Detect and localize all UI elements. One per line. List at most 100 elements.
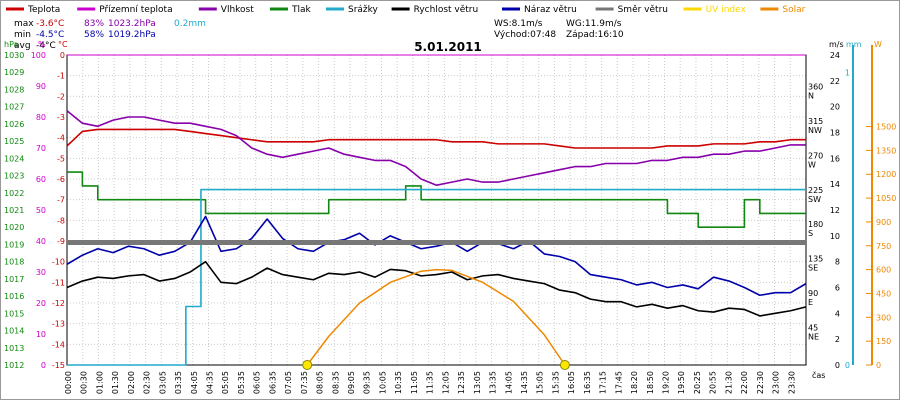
time-tick: 14:05	[504, 371, 513, 394]
direction-deg-tick: 90	[808, 289, 818, 298]
time-tick: 20:25	[693, 371, 702, 394]
hpa-tick: 1014	[4, 327, 24, 336]
w-tick: 1500	[876, 123, 896, 132]
series-solar	[306, 268, 566, 366]
time-tick: 11:35	[426, 371, 435, 394]
series-vlhkost	[66, 110, 806, 186]
time-tick: 20:55	[709, 371, 718, 394]
stat-min-temp: -4.5°C	[36, 30, 64, 40]
w-tick: 450	[876, 289, 891, 298]
ms-tick: 18	[830, 129, 840, 138]
direction-deg-tick: 135	[808, 255, 823, 264]
hpa-tick: 1023	[4, 172, 24, 181]
mm-tick: 0	[845, 361, 850, 370]
left-axes: hPa% °C1030102910281027102610251024102310…	[4, 40, 68, 370]
time-tick: 03:05	[158, 371, 167, 394]
hpa-unit: hPa	[4, 40, 19, 49]
right-axes: 360N315NW270W225SW180S135SE90E45NEm/s242…	[808, 40, 896, 370]
hpa-tick: 1021	[4, 206, 24, 215]
celsius-tick: -14	[52, 340, 65, 349]
pct-tick: 10	[36, 330, 46, 339]
stat-max-rain: 0.2mm	[174, 19, 206, 29]
pct-tick: 60	[36, 175, 46, 184]
direction-name-tick: NW	[808, 126, 822, 135]
time-tick: 09:05	[347, 371, 356, 394]
direction-deg-tick: 360	[808, 82, 823, 91]
celsius-tick: -15	[52, 361, 65, 370]
legend-label: Tlak	[291, 5, 312, 15]
time-tick: 18:50	[646, 371, 655, 394]
celsius-tick: -13	[52, 320, 65, 329]
direction-name-tick: SE	[808, 264, 818, 273]
wind-gust-info: WG:11.9m/s	[566, 19, 622, 29]
direction-deg-tick: 315	[808, 117, 823, 126]
w-tick: 300	[876, 313, 891, 322]
time-tick: 00:30	[80, 371, 89, 394]
stat-max-temp: -3.6°C	[36, 19, 64, 29]
time-tick: 09:35	[363, 371, 372, 394]
pct-tick: 0	[41, 361, 46, 370]
mm-unit: mm	[846, 40, 862, 49]
celsius-tick: -2	[57, 92, 65, 101]
w-unit: W	[874, 40, 882, 49]
time-tick: 19:50	[677, 371, 686, 394]
mm-tick: 1	[845, 69, 850, 78]
celsius-tick: -7	[57, 196, 65, 205]
direction-deg-tick: 270	[808, 151, 823, 160]
time-tick: 01:30	[111, 371, 120, 394]
pct-tick: 70	[36, 144, 46, 153]
celsius-tick: 0	[60, 51, 65, 60]
time-tick: 23:00	[772, 371, 781, 394]
legend: Teplota Přízemní teplota Vlhkost Tlak Srážky…	[6, 5, 806, 15]
stat-min-label: min	[14, 30, 31, 40]
direction-name-tick: N	[808, 91, 814, 100]
celsius-tick: -10	[52, 258, 65, 267]
w-tick: 150	[876, 337, 891, 346]
time-tick: 13:35	[489, 371, 498, 394]
ms-tick: 22	[830, 77, 840, 86]
legend-label: Přízemní teplota	[99, 5, 172, 15]
series-srážky	[67, 188, 806, 366]
pct-tick: 90	[36, 82, 46, 91]
legend-label: Náraz větru	[524, 5, 577, 15]
time-tick: 22:30	[756, 371, 765, 394]
legend-label: UV index	[706, 5, 747, 15]
time-tick: 12:35	[457, 371, 466, 394]
time-tick: 03:35	[174, 371, 183, 394]
celsius-tick: -11	[52, 278, 65, 287]
hpa-tick: 1030	[4, 51, 24, 60]
ms-tick: 10	[830, 232, 840, 241]
ms-tick: 6	[835, 284, 840, 293]
ms-tick: 24	[830, 51, 840, 60]
ms-tick: 2	[835, 335, 840, 344]
hpa-tick: 1026	[4, 120, 24, 129]
time-tick: 12:05	[441, 371, 450, 394]
hpa-tick: 1020	[4, 223, 24, 232]
sunset-info: Západ:16:10	[566, 30, 624, 40]
time-tick: 22:00	[740, 371, 749, 394]
series-group	[66, 110, 807, 370]
w-tick: 1350	[876, 146, 896, 155]
stat-min-press: 1019.2hPa	[108, 30, 156, 40]
time-tick: 06:35	[268, 371, 277, 394]
legend-label: Solar	[782, 5, 805, 15]
hpa-tick: 1025	[4, 137, 24, 146]
hpa-tick: 1028	[4, 85, 24, 94]
direction-name-tick: S	[808, 229, 813, 238]
direction-name-tick: W	[808, 160, 816, 169]
w-tick: 1050	[876, 194, 896, 203]
stat-avg-temp: -4°C	[36, 41, 56, 51]
hpa-tick: 1022	[4, 189, 24, 198]
time-tick: 08:05	[316, 371, 325, 394]
time-tick: 07:35	[300, 371, 309, 394]
time-tick: 23:30	[787, 371, 796, 394]
ms-tick: 16	[830, 154, 840, 163]
pct-unit: %	[38, 40, 46, 49]
ms-tick: 0	[835, 361, 840, 370]
pct-tick: 40	[36, 237, 46, 246]
celsius-unit: °C	[58, 40, 68, 49]
legend-label: Rychlost větru	[414, 5, 479, 15]
sunrise-marker	[302, 360, 313, 370]
